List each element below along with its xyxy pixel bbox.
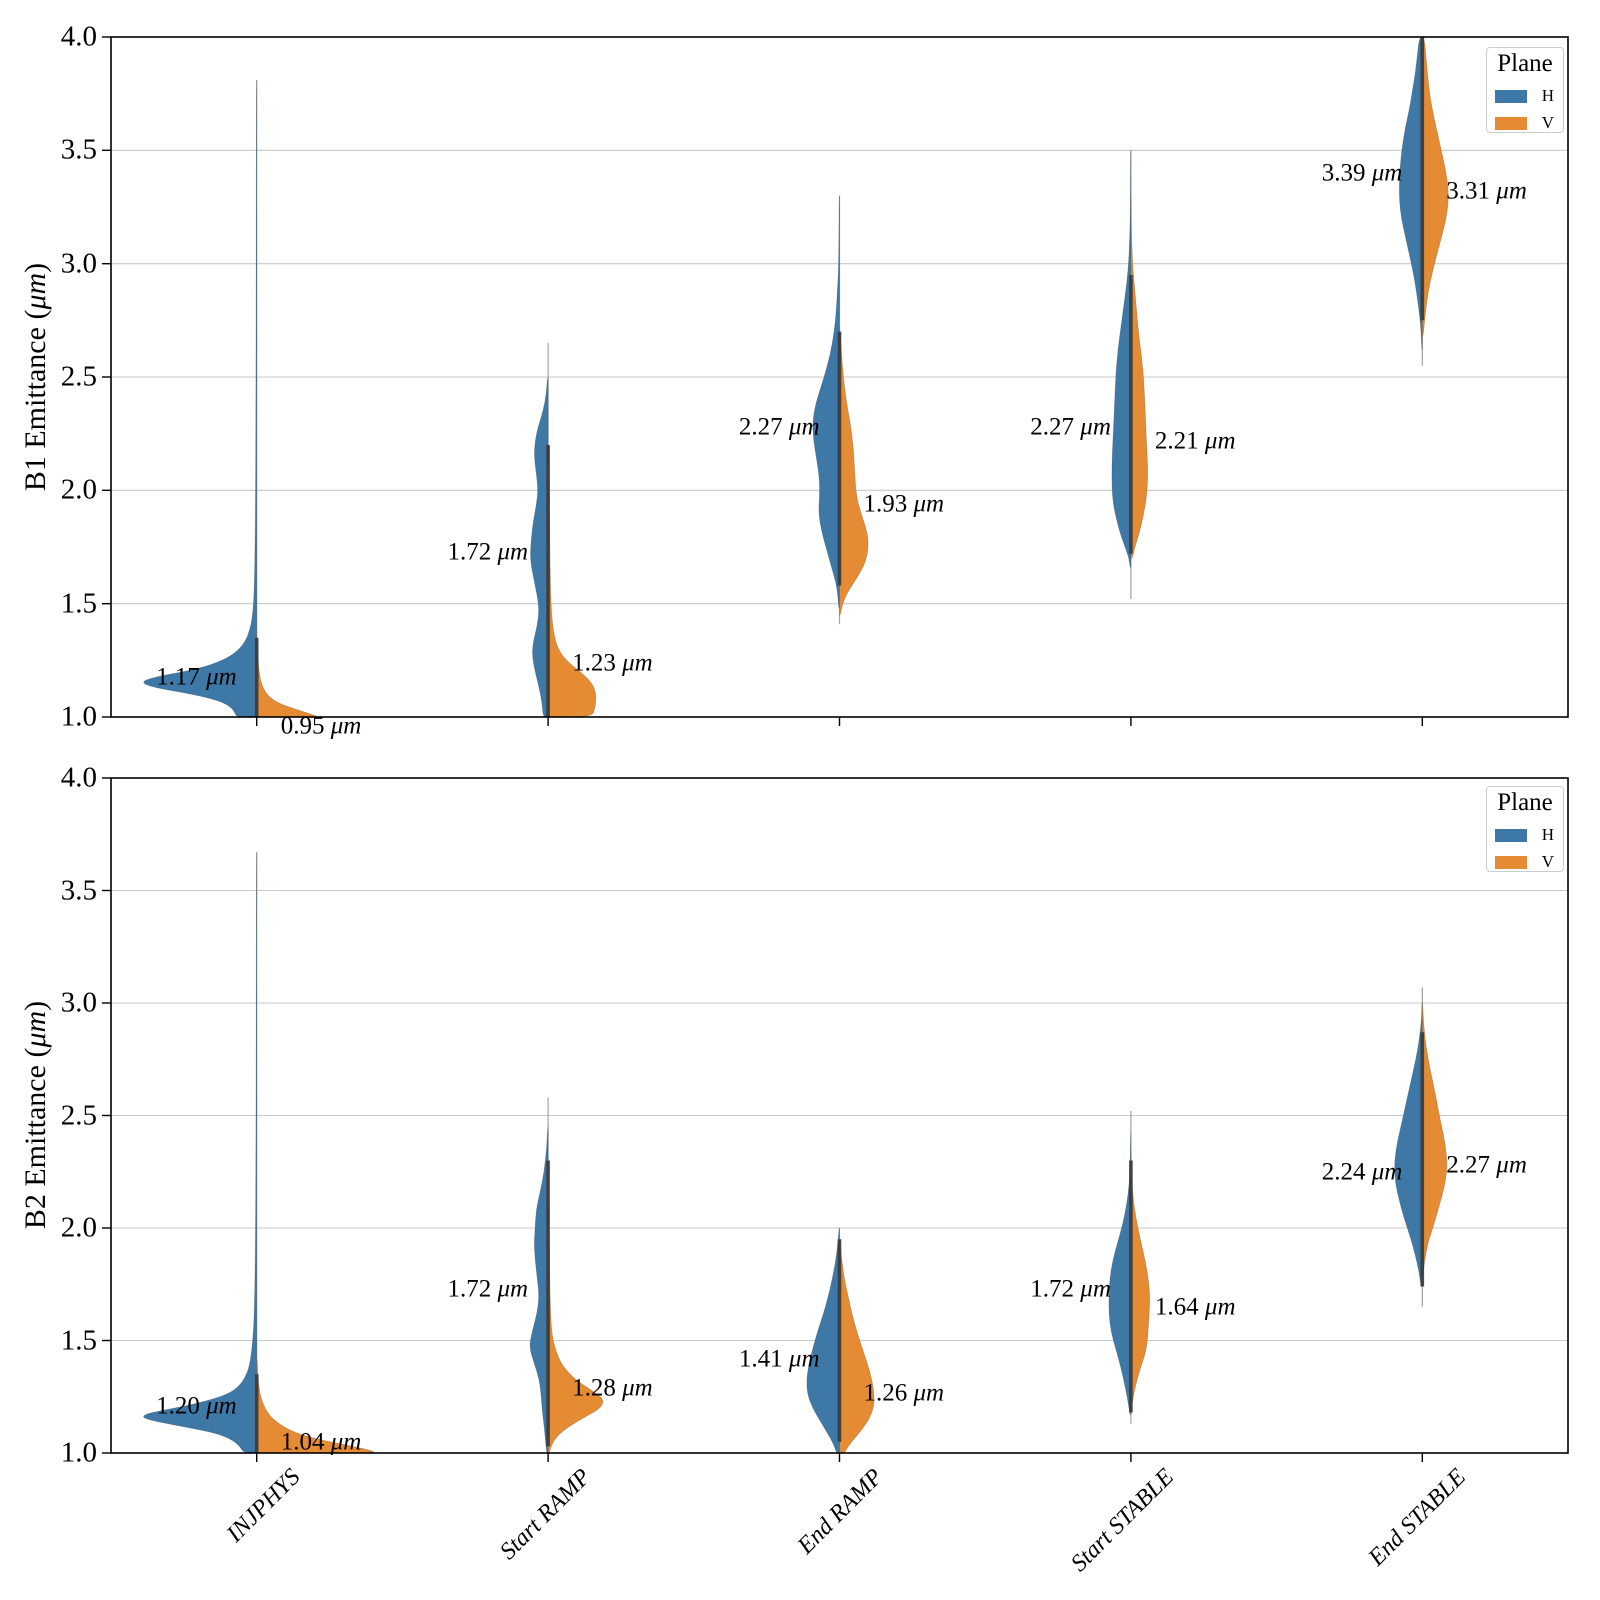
y-tick-label: 2.5 [60, 1099, 97, 1131]
violin-B1-End RAMP-H [812, 195, 840, 609]
mean-annotation-B1-INJPHYS-V: 0.95 μm [280, 712, 362, 740]
legend-swatch-H [1495, 828, 1527, 842]
violin-B1-End RAMP-V [839, 326, 869, 616]
violin-B1-Start STABLE-H [1111, 149, 1132, 568]
legend-title: Plane [1497, 789, 1553, 816]
mean-annotation-B1-End RAMP-H: 2.27 μm [738, 413, 820, 441]
violin-B1-Start RAMP-H [530, 376, 549, 717]
y-tick-label: 3.0 [60, 247, 97, 280]
y-tick-label: 2.0 [60, 1211, 97, 1244]
mean-annotation-B1-End STABLE-H: 3.39 μm [1321, 159, 1403, 187]
mean-annotation-B2-End STABLE-H: 2.24 μm [1321, 1158, 1403, 1186]
tick-marks-B1 [102, 36, 1424, 726]
legend-label-H: H [1541, 825, 1554, 844]
mean-annotation-B2-Start STABLE-H: 1.72 μm [1030, 1275, 1111, 1303]
mean-annotation-B1-Start STABLE-H: 2.27 μm [1030, 413, 1111, 441]
legend-entry-V: V [1487, 852, 1563, 872]
mean-annotation-B2-Start STABLE-V: 1.64 μm [1154, 1293, 1236, 1321]
y-tick-label: 2.0 [60, 473, 97, 506]
mean-annotation-B2-INJPHYS-V: 1.04 μm [280, 1428, 362, 1456]
y-tick-label: 1.0 [60, 700, 97, 733]
mean-annotation-B2-End STABLE-V: 2.27 μm [1446, 1151, 1527, 1179]
violin-B2-INJPHYS-H [143, 851, 258, 1453]
violin-B2-INJPHYS-V [256, 1358, 375, 1453]
y-axis-label-b2: B2 Emittance (μm) [19, 1000, 52, 1230]
y-tick-label: 1.5 [60, 1324, 97, 1356]
violin-B2-Start RAMP-V [547, 1205, 604, 1453]
mean-annotation-B2-Start RAMP-V: 1.28 μm [572, 1374, 653, 1402]
legend-swatch-V [1495, 855, 1527, 869]
mean-annotation-B1-End RAMP-V: 1.93 μm [863, 490, 945, 518]
y-tick-label: 2.5 [60, 360, 97, 393]
legend-swatch-H [1495, 89, 1527, 103]
y-axis-label-b1: B1 Emittance (μm) [19, 262, 52, 492]
violin-B2-End RAMP-H [806, 1227, 840, 1453]
violin-B1-INJPHYS-H [143, 79, 258, 717]
violin-B2-Start RAMP-H [529, 1126, 549, 1453]
y-tick-label: 1.5 [60, 587, 97, 620]
violin-B1-End STABLE-H [1398, 37, 1423, 351]
mean-annotation-B2-End RAMP-H: 1.41 μm [738, 1345, 820, 1373]
y-tick-label: 3.0 [60, 986, 97, 1019]
mean-annotation-B1-Start RAMP-V: 1.23 μm [572, 649, 653, 677]
legend-label-H: H [1541, 86, 1554, 105]
legend-label-V: V [1541, 113, 1554, 132]
violin-B1-Start STABLE-V [1130, 195, 1148, 559]
y-tick-label: 3.5 [60, 874, 97, 906]
legend-entry-V: V [1487, 113, 1563, 133]
violin-B1-Start RAMP-V [547, 444, 597, 717]
mean-annotation-B2-Start RAMP-H: 1.72 μm [447, 1275, 529, 1303]
mean-annotation-B1-INJPHYS-H: 1.17 μm [156, 663, 237, 691]
legend-swatch-V [1495, 116, 1527, 130]
violin-B2-End STABLE-H [1394, 1002, 1423, 1287]
legend-entry-H: H [1487, 825, 1563, 845]
legend-label-V: V [1541, 852, 1554, 871]
mean-annotation-B1-Start RAMP-H: 1.72 μm [447, 538, 529, 566]
plot-body-B1 [143, 37, 1449, 717]
y-tick-label: 1.0 [60, 1436, 97, 1469]
tick-marks-B2 [102, 777, 1424, 1462]
violin-B2-Start STABLE-H [1108, 1133, 1132, 1416]
legend-title: Plane [1497, 50, 1553, 77]
violin-B2-Start STABLE-V [1130, 1148, 1150, 1404]
legend-entry-H: H [1487, 86, 1563, 106]
mean-annotation-B2-INJPHYS-H: 1.20 μm [156, 1392, 237, 1420]
violin-B1-INJPHYS-V [256, 637, 317, 717]
violin-B1-End STABLE-V [1421, 37, 1449, 337]
mean-annotation-B1-Start STABLE-V: 2.21 μm [1154, 427, 1236, 455]
violin-B2-End STABLE-V [1421, 1002, 1448, 1276]
mean-annotation-B1-End STABLE-V: 3.31 μm [1446, 177, 1527, 205]
y-tick-label: 4.0 [60, 761, 97, 794]
violin-B2-End RAMP-V [839, 1243, 875, 1453]
y-tick-label: 3.5 [60, 133, 97, 166]
mean-annotation-B2-End RAMP-V: 1.26 μm [863, 1379, 945, 1407]
plot-body-B2 [143, 851, 1448, 1453]
y-tick-label: 4.0 [60, 20, 97, 53]
